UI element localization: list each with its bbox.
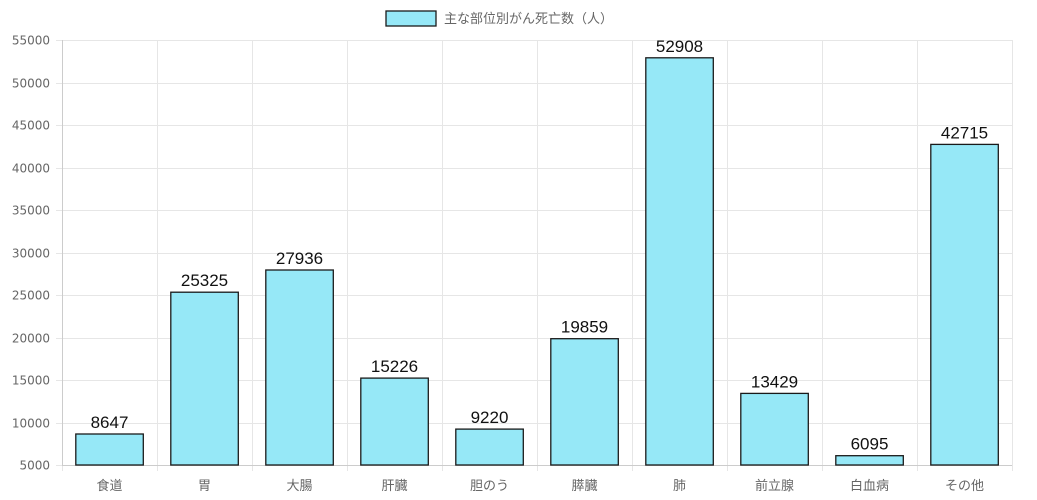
x-tick-label: 肺 — [673, 479, 686, 494]
bar-value-label: 27936 — [276, 249, 323, 268]
x-tick-label: 肝臓 — [381, 479, 407, 494]
x-tick-label: 膵臓 — [571, 479, 597, 494]
x-tick-label: 胆のう — [470, 479, 509, 494]
x-tick-label: 前立腺 — [755, 478, 794, 494]
bar-value-label: 15226 — [371, 357, 418, 376]
bar[interactable] — [550, 338, 619, 466]
bar-value-label: 9220 — [471, 408, 509, 427]
bar[interactable] — [740, 392, 809, 466]
bar[interactable] — [835, 455, 904, 466]
y-tick-label: 20000 — [12, 332, 50, 346]
x-tick-label: 白血病 — [850, 478, 889, 494]
bar[interactable] — [265, 269, 334, 466]
y-tick-label: 15000 — [12, 374, 50, 388]
bar[interactable] — [170, 291, 239, 466]
bars — [75, 57, 999, 466]
bar-value-label: 25325 — [181, 271, 228, 290]
bar-value-label: 8647 — [91, 413, 129, 432]
bar[interactable] — [930, 143, 999, 466]
y-tick-label: 35000 — [12, 204, 50, 218]
data-labels: 8647 25325 27936 15226 9220 19859 52908 13429 60… — [91, 37, 989, 454]
bar-value-label: 42715 — [941, 123, 988, 142]
bar[interactable] — [75, 433, 144, 466]
legend-swatch[interactable] — [385, 10, 437, 27]
axes: 5000 10000 15000 20000 25000 30000 35000 40000 4… — [12, 34, 1012, 494]
y-tick-label: 30000 — [12, 247, 50, 261]
legend[interactable]: 主な部位別がん死亡数（人） — [385, 10, 613, 27]
bar[interactable] — [360, 377, 429, 466]
bar-value-label: 52908 — [656, 37, 703, 56]
legend-label[interactable]: 主な部位別がん死亡数（人） — [444, 12, 613, 27]
x-tick-label: 胃 — [198, 479, 211, 494]
bar[interactable] — [455, 428, 524, 466]
y-tick-label: 50000 — [12, 77, 50, 91]
bar-value-label: 19859 — [561, 318, 608, 337]
y-tick-label: 55000 — [12, 34, 50, 48]
y-tick-label: 5000 — [19, 459, 50, 473]
y-tick-label: 40000 — [12, 162, 50, 176]
y-tick-label: 10000 — [12, 417, 50, 431]
x-tick-label: 大腸 — [286, 479, 312, 494]
x-tick-label: 食道 — [96, 478, 122, 494]
y-tick-label: 25000 — [12, 289, 50, 303]
y-tick-label: 45000 — [12, 119, 50, 133]
bar[interactable] — [645, 57, 714, 466]
bar-value-label: 6095 — [851, 435, 889, 454]
x-tick-label: その他 — [945, 479, 984, 494]
bar-value-label: 13429 — [751, 372, 798, 391]
